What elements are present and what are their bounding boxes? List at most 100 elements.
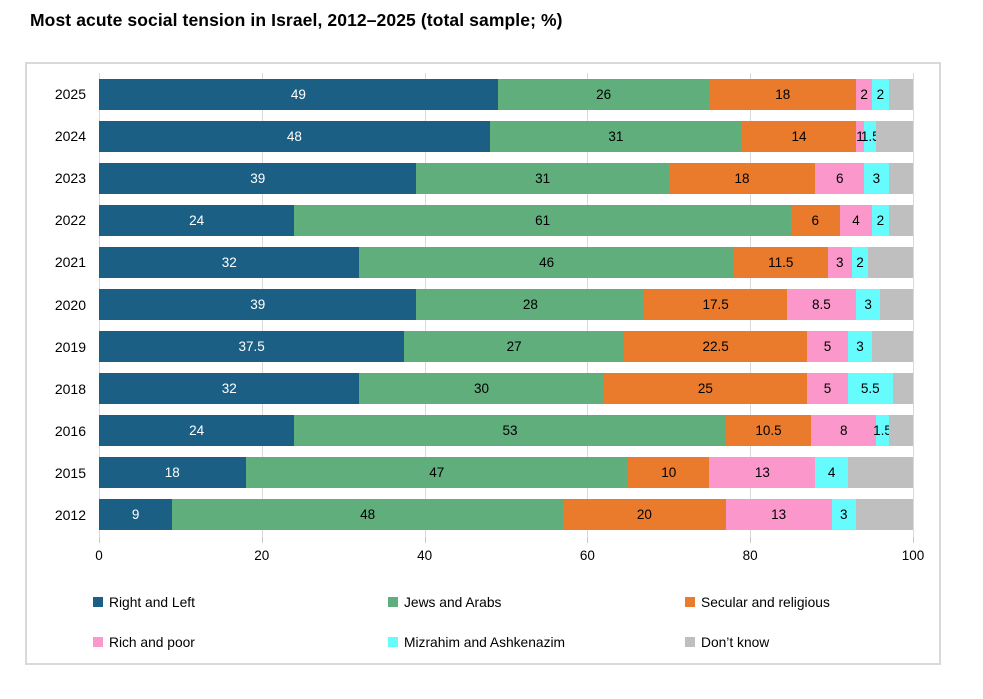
bar-segment-secular-and-religious: 6 (790, 204, 840, 236)
bar-row-2015: 18 47 10 13 4 (99, 452, 913, 494)
bar-value-label: 48 (286, 128, 302, 144)
bar-value-label: 18 (164, 465, 180, 481)
bar-value-label: 2 (856, 254, 864, 270)
bar-segment-jews-and-arabs: 31 (489, 120, 743, 152)
legend-label: Rich and poor (109, 634, 195, 650)
legend-label: Don’t know (701, 634, 770, 650)
bar-segment-mizrahim-and-ashkenazim: 2 (872, 204, 889, 236)
bar-value-label: 3 (872, 170, 881, 186)
legend-item-right-and-left: Right and Left (93, 586, 388, 618)
bar-value-label: 32 (221, 381, 237, 397)
bar-value-label: 13 (754, 465, 770, 481)
legend-label: Jews and Arabs (404, 594, 502, 610)
bar-segment-rich-and-poor: 2 (856, 78, 873, 110)
bar-segment-don-t-know (876, 120, 913, 152)
bar-segment-secular-and-religious: 22.5 (624, 331, 808, 363)
bar-value-label: 28 (522, 297, 538, 313)
legend-swatch-icon (388, 597, 398, 607)
y-axis-label-2024: 2024 (54, 128, 86, 145)
plot-area: 2025 2024 2023 2022 2021 2020 2019 2018 2016 2015… (27, 73, 939, 537)
legend-label: Secular and religious (701, 594, 830, 610)
bar-value-label: 8.5 (812, 297, 831, 313)
bar-value-label: 11.5 (768, 254, 794, 270)
bar-row-2023: 39 31 18 6 3 (99, 157, 913, 199)
gridline (913, 73, 914, 537)
bar-value-label: 26 (596, 86, 612, 102)
legend-swatch-icon (93, 597, 103, 607)
bar-segment-secular-and-religious: 14 (742, 120, 856, 152)
bar-segment-don-t-know (872, 331, 913, 363)
legend: Right and Left Jews and Arabs Secular and … (27, 586, 939, 658)
bar-value-label: 3 (864, 297, 872, 313)
x-axis-label: 40 (417, 548, 433, 563)
bar-row-2024: 48 31 14 1 1.5 (99, 115, 913, 157)
y-axis-label-2018: 2018 (54, 380, 86, 397)
bar-segment-don-t-know (855, 499, 913, 531)
bar-value-label: 2 (876, 212, 885, 228)
bar-row-2025: 49 26 18 2 2 (99, 73, 913, 115)
bar-segment-secular-and-religious: 17.5 (644, 289, 787, 321)
bar-segment-don-t-know (888, 204, 913, 236)
bar-segment-rich-and-poor: 4 (839, 204, 873, 236)
bar-track: 18 47 10 13 4 (99, 457, 913, 489)
bar-track: 32 30 25 5 5.5 (99, 373, 913, 405)
bar-value-label: 24 (189, 423, 205, 439)
bar-track: 37.5 27 22.5 5 3 (99, 331, 913, 363)
bar-segment-secular-and-religious: 10.5 (725, 415, 812, 447)
bar-value-label: 18 (734, 170, 750, 186)
bar-segment-don-t-know (880, 289, 913, 321)
bar-segment-rich-and-poor: 5 (807, 331, 848, 363)
y-axis-label-2021: 2021 (54, 254, 86, 271)
bar-segment-rich-and-poor: 8 (811, 415, 877, 447)
bar-value-label: 46 (539, 254, 555, 270)
y-axis-label-2012: 2012 (54, 506, 86, 523)
x-axis-label: 100 (901, 548, 925, 563)
bar-value-label: 20 (636, 507, 652, 523)
bar-value-label: 1.5 (873, 423, 892, 439)
bar-segment-don-t-know (888, 162, 913, 194)
bar-segment-jews-and-arabs: 26 (497, 78, 710, 110)
bar-row-2019: 37.5 27 22.5 5 3 (99, 326, 913, 368)
axis-tick (750, 537, 752, 543)
x-axis: 0 20 40 60 80 100 (95, 537, 924, 571)
bar-segment-jews-and-arabs: 46 (359, 246, 734, 278)
bar-segment-jews-and-arabs: 47 (245, 457, 629, 489)
bar-value-label: 14 (791, 128, 807, 144)
plot: 49 26 18 2 2 48 31 14 1 1.5 39 31 18 6 3 24 61 6 4 2 32 46 11.… (99, 73, 914, 537)
bar-value-label: 1.5 (860, 128, 880, 144)
bar-row-2022: 24 61 6 4 2 (99, 199, 913, 241)
legend-item-don-t-know: Don’t know (685, 626, 939, 658)
bar-value-label: 3 (856, 339, 864, 355)
bar-segment-don-t-know (888, 78, 913, 110)
x-axis-label: 80 (742, 548, 758, 563)
legend-item-jews-and-arabs: Jews and Arabs (388, 586, 685, 618)
bar-segment-right-and-left: 39 (99, 289, 417, 321)
bar-segment-right-and-left: 39 (99, 162, 417, 194)
bar-value-label: 6 (811, 212, 820, 228)
bar-value-label: 24 (189, 212, 205, 228)
bar-row-2016: 24 53 10.5 8 1.5 (99, 410, 913, 452)
bar-value-label: 18 (775, 86, 791, 102)
bar-value-label: 10 (661, 465, 677, 481)
bar-segment-rich-and-poor: 6 (815, 162, 865, 194)
bar-value-label: 9 (131, 507, 140, 523)
bar-value-label: 49 (290, 86, 306, 102)
bar-value-label: 8 (840, 423, 848, 439)
y-axis-labels: 2025 2024 2023 2022 2021 2020 2019 2018 2016 2015… (27, 73, 99, 537)
bar-segment-jews-and-arabs: 48 (172, 499, 563, 531)
bar-value-label: 5 (823, 381, 832, 397)
x-axis-label: 60 (579, 548, 595, 563)
bar-value-label: 32 (221, 254, 237, 270)
bar-value-label: 13 (771, 507, 787, 523)
bar-row-2021: 32 46 11.5 3 2 (99, 241, 913, 283)
legend-swatch-icon (93, 637, 103, 647)
bar-value-label: 48 (360, 507, 376, 523)
bar-value-label: 27 (506, 339, 522, 355)
bar-segment-secular-and-religious: 11.5 (733, 246, 828, 278)
bar-value-label: 61 (535, 212, 551, 228)
legend-item-mizrahim-and-ashkenazim: Mizrahim and Ashkenazim (388, 626, 685, 658)
bar-segment-mizrahim-and-ashkenazim: 1.5 (873, 415, 892, 447)
bar-segment-right-and-left: 32 (99, 373, 360, 405)
legend-swatch-icon (685, 597, 695, 607)
bar-segment-right-and-left: 49 (99, 78, 498, 110)
